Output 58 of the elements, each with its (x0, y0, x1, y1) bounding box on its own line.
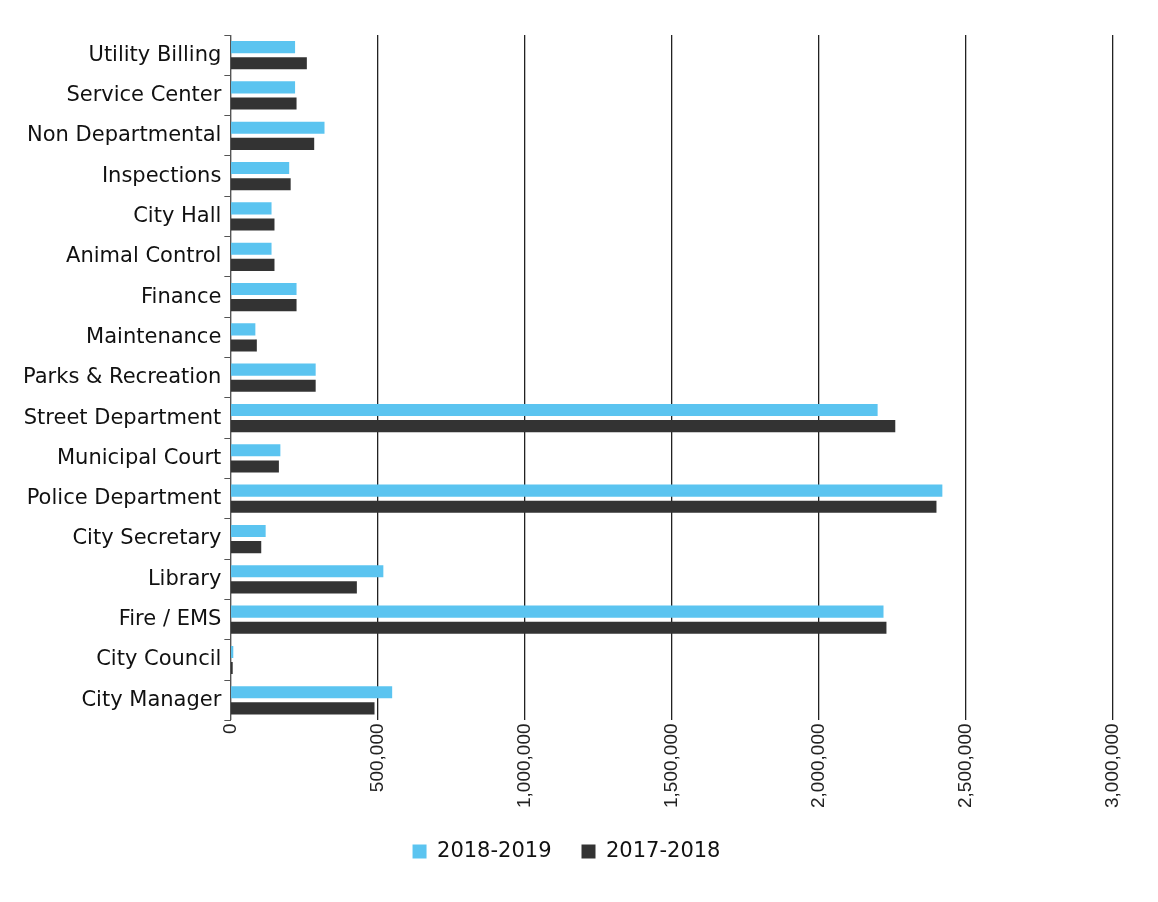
bar (231, 323, 256, 336)
x-tick-label: 2,500,000 (954, 723, 976, 809)
bar (231, 121, 325, 134)
bar (231, 137, 315, 150)
x-tick-label: 3,000,000 (1101, 723, 1123, 809)
bar (231, 403, 878, 417)
bar (231, 605, 884, 618)
bar (231, 565, 384, 578)
bar (231, 242, 272, 255)
x-tick-label: 1,000,000 (512, 723, 534, 809)
y-tick-label: Inspections (101, 162, 222, 187)
y-tick-label: City Hall (133, 202, 222, 227)
y-tick-label: Municipal Court (56, 444, 222, 469)
bar (231, 702, 375, 715)
y-tick-label: Maintenance (86, 323, 222, 348)
y-tick-label: City Council (96, 646, 222, 671)
y-tick-label: Street Department (23, 404, 222, 429)
y-tick-label: Animal Control (66, 243, 222, 268)
bar (231, 178, 291, 191)
y-tick-label: Service Center (66, 81, 222, 106)
bar (231, 444, 281, 457)
legend-label: 2017-2018 (606, 837, 721, 862)
bar (231, 581, 357, 594)
bar (231, 41, 296, 54)
bar (231, 484, 943, 497)
bar (231, 339, 257, 352)
bar (231, 420, 896, 433)
x-tick-label: 0 (218, 723, 240, 735)
y-tick-label: City Manager (81, 686, 222, 711)
y-tick-label: Police Department (26, 485, 222, 510)
bar (231, 162, 290, 175)
bar (231, 363, 316, 376)
bar (231, 57, 307, 70)
bar (231, 97, 297, 110)
bar (231, 621, 887, 634)
bar (231, 541, 262, 554)
bar (231, 686, 393, 699)
y-tick-label: Finance (141, 283, 222, 308)
y-tick-label: Library (147, 565, 222, 590)
y-tick-label: Parks & Recreation (22, 364, 222, 389)
legend-label: 2018-2019 (437, 837, 552, 862)
bar (231, 81, 296, 94)
bar (231, 299, 297, 312)
y-tick-label: Utility Billing (88, 41, 222, 66)
bar (231, 379, 316, 392)
bar (231, 258, 275, 271)
bar (231, 282, 297, 296)
bar (231, 460, 279, 473)
x-tick-label: 2,000,000 (807, 723, 829, 809)
x-tick-label: 500,000 (365, 723, 387, 793)
bar (231, 218, 275, 231)
bar (231, 202, 272, 215)
y-tick-label: City Secretary (72, 525, 222, 550)
y-tick-label: Non Departmental (27, 122, 222, 147)
bar (231, 500, 937, 513)
bar (231, 524, 266, 538)
x-tick-label: 1,500,000 (659, 723, 681, 809)
y-tick-label: Fire / EMS (118, 606, 222, 631)
